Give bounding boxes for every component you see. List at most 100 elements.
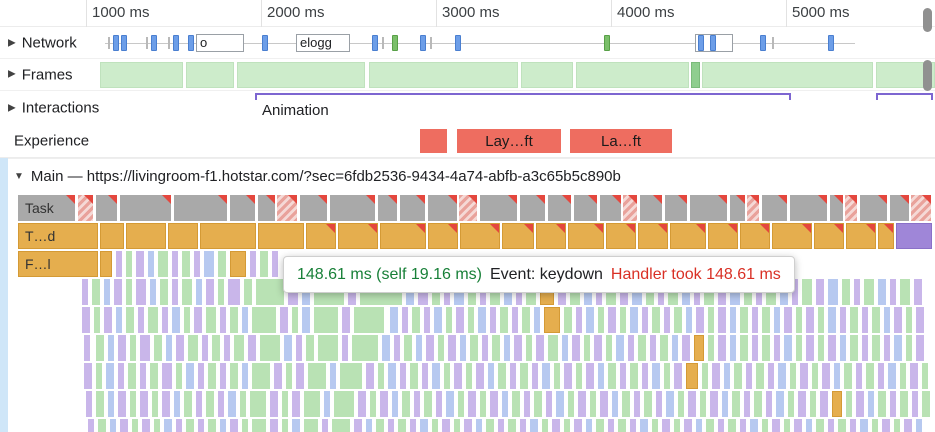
main-thread-track-header[interactable]: ▼ Main — https://livingroom-f1.hotstar.c…	[0, 158, 935, 194]
flame-event-bar[interactable]	[422, 363, 428, 389]
frame-bar[interactable]	[691, 62, 700, 88]
network-request-bar[interactable]	[151, 35, 157, 51]
flame-event-bar[interactable]	[486, 419, 494, 432]
flame-event-bar[interactable]	[446, 391, 454, 417]
flame-event-bar[interactable]	[638, 335, 646, 361]
flame-event-bar[interactable]	[142, 419, 150, 432]
flame-event-bar[interactable]	[862, 307, 868, 333]
flame-event-bar[interactable]	[684, 419, 692, 432]
flame-event-bar[interactable]	[816, 419, 824, 432]
flame-event-bar[interactable]	[890, 279, 896, 305]
flame-event-bar[interactable]	[706, 419, 714, 432]
flame-event-bar[interactable]	[916, 335, 924, 361]
flame-event-bar[interactable]	[162, 391, 170, 417]
network-request-bar[interactable]	[121, 35, 127, 51]
flame-event-bar[interactable]	[522, 307, 530, 333]
flame-event-bar[interactable]	[306, 223, 336, 249]
flame-event-bar[interactable]	[530, 419, 538, 432]
flame-event-bar[interactable]	[282, 419, 288, 432]
flame-event-bar[interactable]	[768, 363, 774, 389]
flame-event-bar[interactable]	[900, 279, 910, 305]
flame-event-bar[interactable]	[468, 307, 474, 333]
flame-event-bar[interactable]	[182, 279, 192, 305]
flame-event-bar[interactable]	[728, 419, 736, 432]
flame-event-bar[interactable]	[100, 223, 124, 249]
flame-event-bar[interactable]	[616, 335, 624, 361]
flame-event-bar[interactable]	[762, 307, 770, 333]
flame-event-bar[interactable]	[500, 307, 508, 333]
flame-event-bar[interactable]	[342, 307, 350, 333]
frame-bar[interactable]	[369, 62, 518, 88]
flame-event-bar[interactable]	[304, 419, 318, 432]
flame-event-bar[interactable]	[150, 363, 158, 389]
flame-event-bar[interactable]	[686, 307, 692, 333]
flame-event-bar[interactable]	[542, 363, 550, 389]
flame-event-bar[interactable]	[354, 419, 362, 432]
flame-event-bar[interactable]	[234, 335, 244, 361]
flame-event-bar[interactable]	[402, 307, 408, 333]
flame-event-bar[interactable]	[536, 223, 566, 249]
flame-event-bar[interactable]	[188, 335, 198, 361]
flame-event-bar[interactable]	[664, 363, 670, 389]
flame-event-bar[interactable]	[576, 307, 582, 333]
flame-event-bar[interactable]	[796, 335, 802, 361]
flame-event-bar[interactable]	[242, 419, 248, 432]
flame-event-bar[interactable]	[628, 335, 634, 361]
flame-event-bar[interactable]	[524, 391, 530, 417]
flame-event-bar[interactable]	[218, 251, 226, 277]
flame-event-bar[interactable]	[498, 419, 504, 432]
flame-event-bar[interactable]	[306, 335, 314, 361]
flame-event-bar[interactable]	[140, 363, 146, 389]
flame-event-bar[interactable]	[318, 335, 338, 361]
flame-event-bar[interactable]	[416, 335, 422, 361]
flame-event-bar[interactable]	[762, 195, 788, 221]
flame-event-bar[interactable]	[512, 391, 520, 417]
flame-event-bar[interactable]	[466, 363, 472, 389]
flame-event-bar[interactable]	[108, 335, 114, 361]
flame-event-bar[interactable]	[784, 419, 790, 432]
flame-event-bar[interactable]	[454, 363, 462, 389]
flame-event-bar[interactable]	[258, 195, 276, 221]
flame-event-bar[interactable]	[652, 363, 660, 389]
flame-event-bar[interactable]	[644, 391, 652, 417]
flame-event-bar[interactable]	[250, 391, 266, 417]
flame-event-bar[interactable]	[18, 223, 98, 249]
flame-event-bar[interactable]	[840, 335, 846, 361]
flame-event-bar[interactable]	[244, 279, 252, 305]
flame-event-bar[interactable]	[228, 391, 236, 417]
flame-event-bar[interactable]	[832, 391, 842, 417]
flame-event-bar[interactable]	[532, 363, 538, 389]
flame-event-bar[interactable]	[850, 307, 858, 333]
flame-event-bar[interactable]	[622, 391, 630, 417]
flame-event-bar[interactable]	[894, 307, 902, 333]
flame-event-bar[interactable]	[224, 335, 230, 361]
flame-event-bar[interactable]	[230, 251, 246, 277]
flame-event-bar[interactable]	[282, 391, 288, 417]
flame-event-bar[interactable]	[700, 391, 706, 417]
flame-event-bar[interactable]	[612, 391, 618, 417]
flame-event-bar[interactable]	[338, 223, 378, 249]
flame-event-bar[interactable]	[854, 279, 860, 305]
flame-event-bar[interactable]	[911, 195, 932, 221]
flame-event-bar[interactable]	[270, 391, 278, 417]
flame-event-bar[interactable]	[666, 391, 674, 417]
flame-event-bar[interactable]	[784, 335, 792, 361]
flame-event-bar[interactable]	[512, 307, 518, 333]
flame-event-bar[interactable]	[18, 251, 98, 277]
flame-event-bar[interactable]	[432, 363, 440, 389]
flame-event-bar[interactable]	[864, 279, 874, 305]
flame-event-bar[interactable]	[402, 391, 410, 417]
flame-event-bar[interactable]	[740, 307, 748, 333]
flame-event-bar[interactable]	[546, 391, 552, 417]
flame-event-bar[interactable]	[756, 363, 764, 389]
flame-event-bar[interactable]	[576, 363, 582, 389]
flame-event-bar[interactable]	[252, 363, 270, 389]
flame-event-bar[interactable]	[752, 307, 758, 333]
flame-event-bar[interactable]	[96, 195, 118, 221]
flame-event-bar[interactable]	[688, 391, 696, 417]
flame-event-bar[interactable]	[878, 363, 884, 389]
network-request-bar[interactable]	[188, 35, 194, 51]
flame-event-bar[interactable]	[126, 223, 166, 249]
flame-event-bar[interactable]	[552, 419, 560, 432]
flame-event-bar[interactable]	[734, 363, 742, 389]
